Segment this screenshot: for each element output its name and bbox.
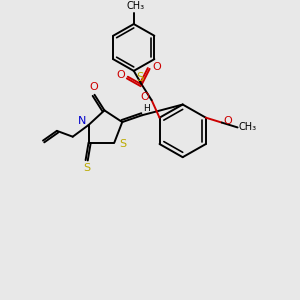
- Text: S: S: [83, 163, 90, 173]
- Text: O: O: [140, 92, 149, 102]
- Text: O: O: [89, 82, 98, 92]
- Text: S: S: [120, 139, 127, 148]
- Text: S: S: [136, 71, 143, 84]
- Text: H: H: [143, 104, 149, 113]
- Text: O: O: [223, 116, 232, 126]
- Text: O: O: [116, 70, 125, 80]
- Text: O: O: [152, 62, 161, 72]
- Text: CH₃: CH₃: [127, 2, 145, 11]
- Text: N: N: [77, 116, 86, 126]
- Text: CH₃: CH₃: [238, 122, 256, 132]
